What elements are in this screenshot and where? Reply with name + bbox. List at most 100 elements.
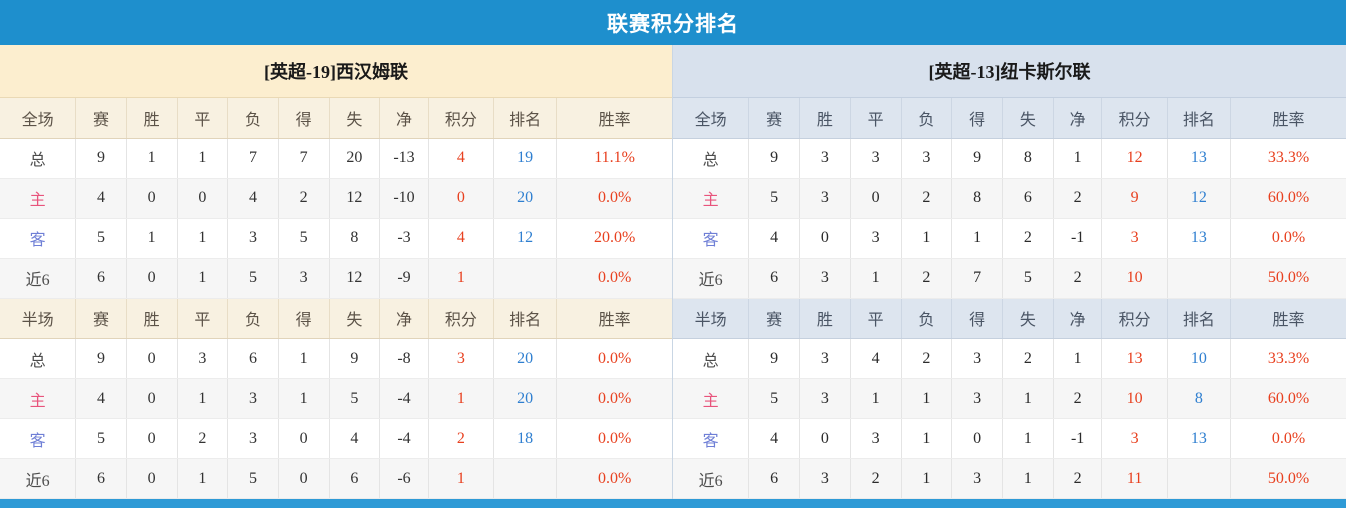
col-header-0: 全场: [673, 98, 750, 139]
cell-6: -6: [379, 458, 429, 499]
cell-winrate: 60.0%: [1230, 378, 1346, 419]
cell-1: 1: [126, 138, 178, 179]
row-label-ke: 客: [673, 218, 750, 259]
cell-1: 3: [799, 338, 851, 379]
table-row[interactable]: 总 9 3 3 3 9 8 1 12 13 33.3%: [673, 138, 1346, 179]
cell-3: 2: [901, 338, 953, 379]
col-header-7: 净: [379, 98, 429, 139]
table-header-row: 半场赛胜平负得失净积分 排名 胜率: [0, 298, 672, 339]
cell-6: -1: [1053, 418, 1103, 459]
table-row[interactable]: 客 5 1 1 3 5 8 -3 4 12 20.0%: [0, 218, 672, 259]
row-label-jin6: 近6: [0, 258, 77, 299]
table-row[interactable]: 主 5 3 1 1 3 1 2 10 8 60.0%: [673, 378, 1346, 419]
table-row[interactable]: 总 9 1 1 7 7 20 -13 4 19 11.1%: [0, 138, 672, 179]
cell-3: 2: [901, 258, 953, 299]
cell-points: 10: [1101, 258, 1168, 299]
table-row[interactable]: 客 4 0 3 1 0 1 -1 3 13 0.0%: [673, 418, 1346, 459]
cell-2: 0: [850, 178, 902, 219]
cell-3: 5: [227, 458, 279, 499]
cell-5: 2: [1002, 218, 1054, 259]
col-header-9: 排名: [493, 298, 558, 339]
table-row[interactable]: 主 4 0 0 4 2 12 -10 0 20 0.0%: [0, 178, 672, 219]
table-header-row: 全场赛胜平负得失净积分 排名 胜率: [0, 98, 672, 139]
cell-rank: 13: [1167, 218, 1232, 259]
team-name-right: [英超-13]纽卡斯尔联: [673, 45, 1346, 98]
cell-5: 1: [1002, 418, 1054, 459]
cell-5: 1: [1002, 378, 1054, 419]
row-label-zhu: 主: [673, 178, 750, 219]
row-label-ke: 客: [673, 418, 750, 459]
table-row[interactable]: 近6 6 3 2 1 3 1 2 11 50.0%: [673, 458, 1346, 499]
cell-1: 3: [799, 138, 851, 179]
cell-6: 2: [1053, 178, 1103, 219]
cell-6: -10: [379, 178, 429, 219]
table-row[interactable]: 客 5 0 2 3 0 4 -4 2 18 0.0%: [0, 418, 672, 459]
cell-points: 1: [428, 378, 495, 419]
col-header-0: 全场: [0, 98, 77, 139]
cell-0: 5: [748, 378, 801, 419]
row-label-jin6: 近6: [673, 258, 750, 299]
cell-3: 1: [901, 458, 953, 499]
cell-points: 10: [1101, 378, 1168, 419]
cell-2: 1: [177, 458, 229, 499]
col-header-2: 胜: [126, 98, 178, 139]
row-label-zong: 总: [0, 338, 77, 379]
team-pane-right: [英超-13]纽卡斯尔联 全场赛胜平负得失净积分 排名 胜率总 9 3 3 3 9 8 1 12 13…: [673, 45, 1346, 499]
col-header-5: 得: [278, 298, 330, 339]
cell-0: 9: [75, 138, 127, 179]
cell-2: 2: [177, 418, 229, 459]
cell-winrate: 33.3%: [1230, 138, 1346, 179]
cell-3: 6: [227, 338, 279, 379]
cell-4: 5: [278, 218, 330, 259]
col-header-3: 平: [850, 298, 902, 339]
cell-1: 0: [126, 458, 178, 499]
cell-6: -13: [379, 138, 429, 179]
cell-6: -8: [379, 338, 429, 379]
table-row[interactable]: 主 5 3 0 2 8 6 2 9 12 60.0%: [673, 178, 1346, 219]
row-label-ke: 客: [0, 218, 77, 259]
cell-2: 1: [177, 138, 229, 179]
cell-1: 0: [799, 218, 851, 259]
cell-2: 4: [850, 338, 902, 379]
table-row[interactable]: 近6 6 0 1 5 0 6 -6 1 0.0%: [0, 458, 672, 499]
cell-6: -1: [1053, 218, 1103, 259]
cell-3: 3: [901, 138, 953, 179]
cell-rank: 12: [1167, 178, 1232, 219]
cell-4: 1: [278, 338, 330, 379]
cell-winrate: 60.0%: [1230, 178, 1346, 219]
cell-4: 3: [951, 378, 1004, 419]
cell-points: 9: [1101, 178, 1168, 219]
cell-2: 3: [850, 418, 902, 459]
col-header-6: 失: [329, 298, 381, 339]
table-row[interactable]: 近6 6 0 1 5 3 12 -9 1 0.0%: [0, 258, 672, 299]
table-row[interactable]: 主 4 0 1 3 1 5 -4 1 20 0.0%: [0, 378, 672, 419]
cell-5: 8: [1002, 138, 1054, 179]
col-header-5: 得: [278, 98, 330, 139]
cell-0: 5: [748, 178, 801, 219]
cell-3: 2: [901, 178, 953, 219]
table-header-row: 全场赛胜平负得失净积分 排名 胜率: [673, 98, 1346, 139]
cell-0: 4: [748, 418, 801, 459]
row-label-zhu: 主: [0, 178, 77, 219]
cell-rank: [1167, 258, 1232, 299]
table-row[interactable]: 总 9 3 4 2 3 2 1 13 10 33.3%: [673, 338, 1346, 379]
cell-points: 3: [428, 338, 495, 379]
table-row[interactable]: 客 4 0 3 1 1 2 -1 3 13 0.0%: [673, 218, 1346, 259]
cell-rank: 12: [493, 218, 558, 259]
col-header-4: 负: [901, 298, 953, 339]
cell-1: 0: [126, 338, 178, 379]
cell-winrate: 20.0%: [556, 218, 672, 259]
cell-rank: [493, 458, 558, 499]
table-row[interactable]: 近6 6 3 1 2 7 5 2 10 50.0%: [673, 258, 1346, 299]
cell-5: 1: [1002, 458, 1054, 499]
cell-1: 0: [126, 178, 178, 219]
cell-2: 1: [850, 378, 902, 419]
cell-winrate: 0.0%: [1230, 418, 1346, 459]
table-row[interactable]: 总 9 0 3 6 1 9 -8 3 20 0.0%: [0, 338, 672, 379]
col-header-4: 负: [227, 98, 279, 139]
cell-3: 3: [227, 418, 279, 459]
cell-6: 1: [1053, 138, 1103, 179]
cell-5: 8: [329, 218, 381, 259]
cell-0: 4: [75, 378, 127, 419]
row-label-zhu: 主: [0, 378, 77, 419]
